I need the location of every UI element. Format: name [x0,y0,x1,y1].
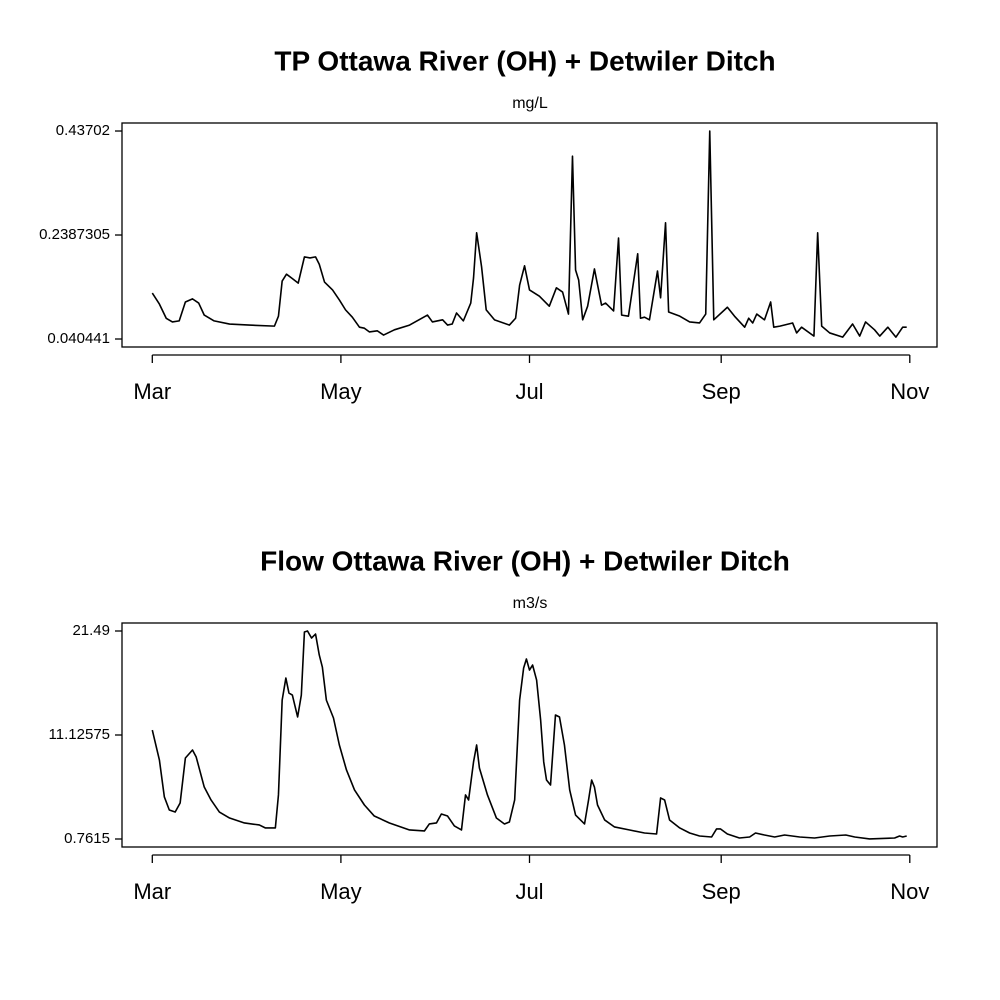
x-tick-label: Mar [133,879,171,904]
y-tick-label: 0.2387305 [39,226,110,243]
data-line [151,130,907,338]
x-tick-label: Nov [890,379,929,404]
x-tick-label: Sep [702,879,741,904]
x-tick-label: Jul [515,379,543,404]
y-tick-label: 0.040441 [47,330,110,347]
y-tick-label: 21.49 [72,622,110,639]
data-line [151,630,907,840]
y-tick-label: 11.12575 [49,726,110,743]
chart-title: Flow Ottawa River (OH) + Detwiler Ditch [260,545,790,576]
chart-title: TP Ottawa River (OH) + Detwiler Ditch [274,45,775,76]
x-tick-label: May [320,879,362,904]
y-tick-label: 0.7615 [64,830,110,847]
plot-box [121,622,938,848]
x-tick-label: Nov [890,879,929,904]
x-tick-label: Mar [133,379,171,404]
y-tick-label: 0.43702 [56,122,110,139]
x-tick-label: Jul [515,879,543,904]
x-tick-label: Sep [702,379,741,404]
chart-subtitle: mg/L [512,95,548,112]
chart-subtitle: m3/s [513,595,548,612]
x-tick-label: May [320,379,362,404]
